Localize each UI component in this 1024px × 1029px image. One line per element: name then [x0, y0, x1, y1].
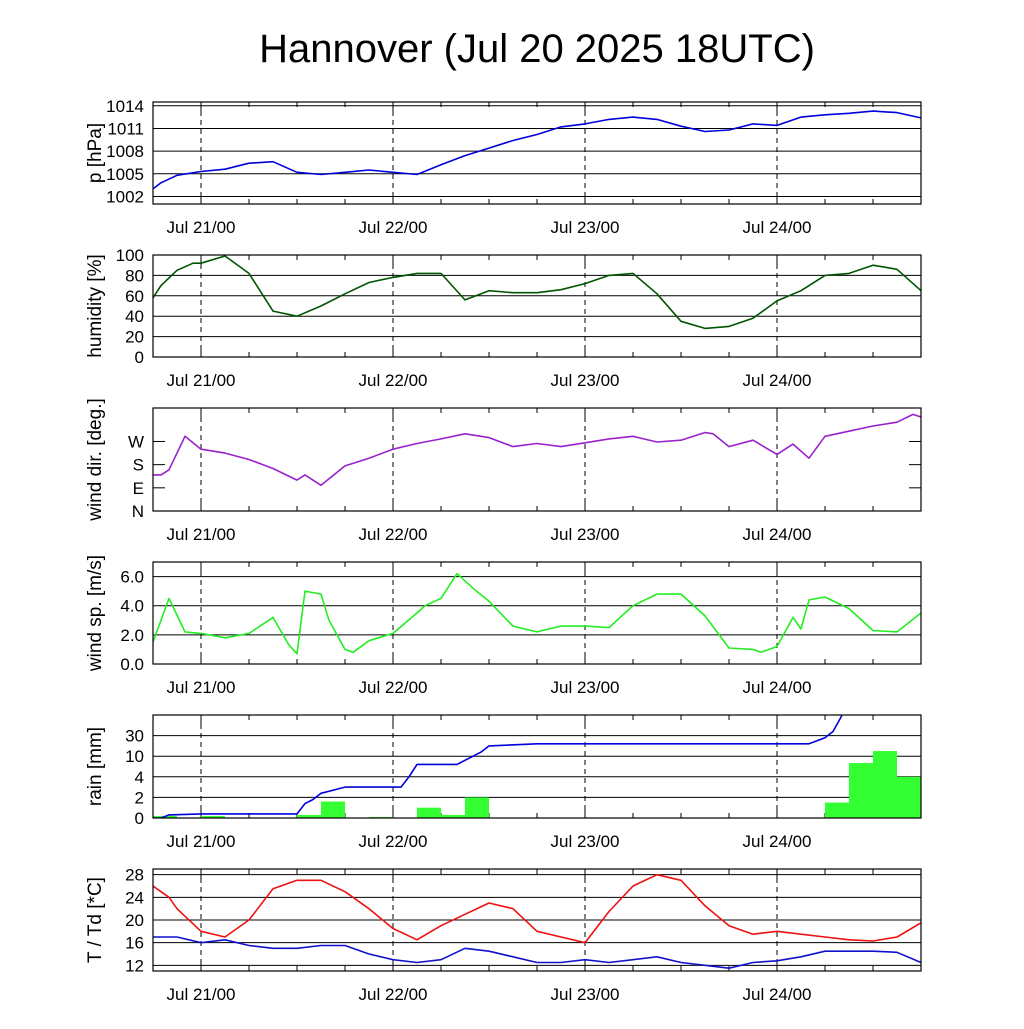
y-tick-label: 20: [125, 328, 144, 347]
rain-bar: [417, 807, 441, 818]
y-tick-label: 0: [135, 348, 144, 367]
y-tick-label: N: [132, 502, 144, 521]
x-tick-label: Jul 22/00: [359, 525, 428, 544]
panel-frame: [152, 101, 922, 205]
rain-bar: [825, 802, 849, 818]
x-tick-label: Jul 21/00: [167, 832, 236, 851]
x-tick-label: Jul 22/00: [359, 218, 428, 237]
pressure-series-line: [153, 110, 921, 190]
x-tick-label: Jul 23/00: [551, 678, 620, 697]
panel-frame: [152, 254, 922, 358]
x-tick-label: Jul 22/00: [359, 985, 428, 1004]
panel-frame: [152, 714, 922, 819]
y-tick-label: 20: [125, 911, 144, 930]
y-axis-label: T / Td [*C]: [85, 877, 106, 963]
chart-title: Hannover (Jul 20 2025 18UTC): [259, 27, 815, 71]
y-tick-label: 1002: [106, 187, 144, 206]
rain-bar: [897, 776, 921, 818]
y-tick-label: 6.0: [120, 568, 144, 587]
y-tick-label: 1008: [106, 142, 144, 161]
panel-frame: [152, 868, 922, 972]
rain-series-line: [153, 715, 843, 818]
y-tick-label: 0: [135, 809, 144, 828]
y-tick-label: 2: [135, 788, 144, 807]
x-tick-label: Jul 24/00: [743, 525, 812, 544]
y-tick-label: 10: [125, 747, 144, 766]
x-tick-label: Jul 22/00: [359, 678, 428, 697]
wind_speed-series-line: [153, 572, 921, 655]
y-tick-label: 4: [135, 768, 144, 787]
rain-bar: [201, 815, 225, 818]
rain-bar: [441, 814, 465, 818]
rain-bar: [849, 763, 873, 818]
x-tick-label: Jul 21/00: [167, 525, 236, 544]
rain-bar: [321, 801, 345, 818]
y-axis-label: p [hPa]: [85, 123, 106, 183]
y-tick-label: 80: [125, 266, 144, 285]
rain-bar: [873, 751, 897, 818]
rain-bar: [297, 814, 321, 818]
x-tick-label: Jul 23/00: [551, 985, 620, 1004]
y-tick-label: 24: [125, 888, 144, 907]
y-tick-label: W: [128, 432, 144, 451]
y-tick-label: 100: [116, 246, 144, 265]
x-tick-label: Jul 24/00: [743, 678, 812, 697]
wind_dir-series-line: [153, 413, 921, 487]
y-axis-label: wind sp. [m/s]: [85, 555, 106, 672]
panel-frame: [152, 561, 922, 665]
panel-pressure: 1002 1005 1008 1011 1014 Jul 21/00 Jul 22/00 Ju…: [85, 97, 922, 237]
y-tick-label: 1005: [106, 165, 144, 184]
temperature-series-line: [153, 873, 921, 944]
rain-bar: [465, 797, 489, 818]
panel-wind_speed: 0.0 2.0 4.0 6.0 Jul 21/00 Jul 22/00 Jul 23/00 J…: [85, 555, 922, 697]
y-tick-label: 1014: [106, 97, 144, 116]
x-tick-label: Jul 21/00: [167, 218, 236, 237]
y-axis-label: humidity [%]: [85, 254, 106, 357]
x-tick-label: Jul 24/00: [743, 832, 812, 851]
x-tick-label: Jul 23/00: [551, 218, 620, 237]
y-tick-label: S: [133, 456, 144, 475]
y-tick-label: 1011: [107, 119, 144, 138]
y-tick-label: 2.0: [120, 626, 144, 645]
x-tick-label: Jul 23/00: [551, 525, 620, 544]
y-tick-label: E: [133, 479, 144, 498]
y-tick-label: 28: [125, 866, 144, 885]
x-tick-label: Jul 24/00: [743, 985, 812, 1004]
y-tick-label: 0.0: [120, 655, 144, 674]
y-tick-label: 30: [125, 727, 144, 746]
x-tick-label: Jul 22/00: [359, 371, 428, 390]
panel-frame: [152, 407, 922, 512]
y-axis-label: rain [mm]: [85, 727, 106, 806]
temperature-series-line: [153, 936, 921, 970]
x-tick-label: Jul 21/00: [167, 678, 236, 697]
humidity-series-line: [153, 255, 921, 330]
y-tick-label: 40: [125, 307, 144, 326]
y-tick-label: 12: [125, 956, 144, 975]
x-tick-label: Jul 23/00: [551, 832, 620, 851]
x-tick-label: Jul 22/00: [359, 832, 428, 851]
y-axis-label: wind dir. [deg.]: [85, 398, 106, 522]
y-tick-label: 4.0: [120, 597, 144, 616]
panel-temperature: 12 16 20 24 28 Jul 21/00 Jul 22/00 Jul 23/00 Jul…: [85, 866, 922, 1004]
x-tick-label: Jul 24/00: [743, 371, 812, 390]
x-tick-label: Jul 24/00: [743, 218, 812, 237]
y-tick-label: 60: [125, 287, 144, 306]
y-tick-label: 16: [125, 934, 144, 953]
x-tick-label: Jul 21/00: [167, 985, 236, 1004]
x-tick-label: Jul 21/00: [167, 371, 236, 390]
x-tick-label: Jul 23/00: [551, 371, 620, 390]
